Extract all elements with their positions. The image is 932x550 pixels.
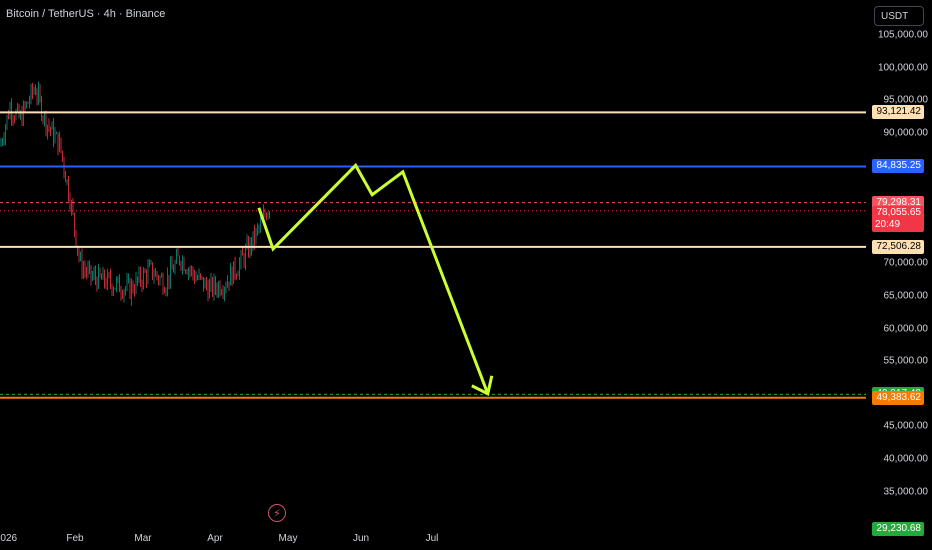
currency-button[interactable]: USDT xyxy=(874,6,924,26)
lightning-icon[interactable]: ⚡ xyxy=(268,504,286,522)
price-tick: 100,000.00 xyxy=(877,62,928,74)
price-tick: 45,000.00 xyxy=(883,420,929,432)
price-tick: 90,000.00 xyxy=(883,127,929,139)
price-tick: 105,000.00 xyxy=(877,29,928,41)
projection-arrowhead xyxy=(471,375,494,396)
projection-path[interactable] xyxy=(257,162,490,395)
time-tick: Mar xyxy=(134,533,152,544)
time-tick: Jun xyxy=(352,533,370,544)
orange-price-tag: 49,383.62 xyxy=(872,390,924,405)
support-price-tag: 72,506.28 xyxy=(872,239,924,254)
blue-level-price-tag: 84,835.25 xyxy=(872,159,924,174)
time-tick: May xyxy=(278,533,298,544)
time-tick: 2026 xyxy=(0,533,18,544)
last-price-tag: 78,055.65 20:49 xyxy=(872,205,924,232)
candles xyxy=(0,81,270,306)
resistance-price-tag: 93,121.42 xyxy=(872,105,924,120)
symbol-title[interactable]: Bitcoin / TetherUS · 4h · Binance xyxy=(6,8,166,20)
bar-countdown: 20:49 xyxy=(875,218,901,230)
price-tick: 35,000.00 xyxy=(883,486,929,498)
last-price-value: 78,055.65 xyxy=(876,206,922,218)
bottom-price-tag: 29,230.68 xyxy=(872,522,924,537)
time-tick: Jul xyxy=(425,533,439,544)
time-tick: Feb xyxy=(66,533,84,544)
price-tick: 95,000.00 xyxy=(883,94,929,106)
time-tick: Apr xyxy=(207,533,223,544)
price-tick: 65,000.00 xyxy=(883,290,929,302)
price-tick: 70,000.00 xyxy=(883,257,929,269)
price-tick: 55,000.00 xyxy=(883,355,929,367)
price-tick: 60,000.00 xyxy=(883,323,929,335)
price-tick: 40,000.00 xyxy=(883,453,929,465)
